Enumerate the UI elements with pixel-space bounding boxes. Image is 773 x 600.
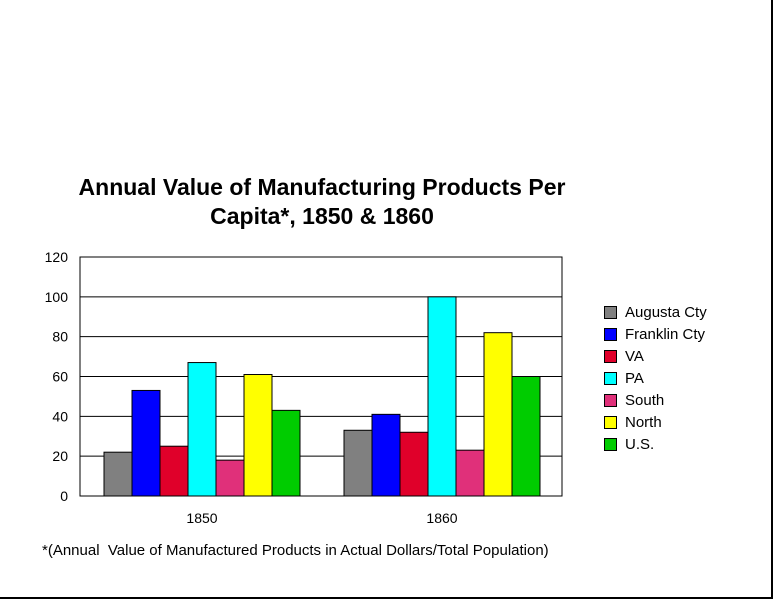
bar: [343, 429, 373, 497]
bar: [371, 413, 401, 497]
legend-swatch: [604, 327, 617, 341]
y-tick-label: 120: [45, 249, 69, 265]
legend-item: U.S.: [604, 433, 707, 455]
legend-swatch: [604, 393, 617, 407]
bar: [483, 332, 513, 497]
legend-item: Franklin Cty: [604, 323, 707, 345]
bar: [159, 445, 189, 497]
bar: [215, 459, 245, 497]
legend-swatch: [604, 371, 617, 385]
legend-label: VA: [625, 347, 644, 365]
legend-swatch: [604, 305, 617, 319]
legend-item: North: [604, 411, 707, 433]
bar: [271, 409, 301, 497]
legend-item: South: [604, 389, 707, 411]
legend-label: North: [625, 413, 662, 431]
bar: [187, 362, 217, 497]
bar: [399, 431, 429, 497]
chart-title-line-1: Annual Value of Manufacturing Products P…: [78, 174, 566, 200]
legend-label: Franklin Cty: [625, 325, 706, 343]
bar: [243, 374, 273, 497]
legend-label: PA: [625, 369, 644, 387]
y-tick-label: 20: [52, 448, 68, 464]
y-tick-label: 80: [52, 329, 68, 345]
plot-area: [79, 256, 563, 497]
y-tick-label: 60: [52, 369, 68, 385]
legend-label: South: [625, 391, 665, 409]
y-tick-label: 0: [60, 488, 68, 504]
chart-title-line-2: Capita*, 1850 & 1860: [210, 203, 434, 229]
x-tick-label: 1860: [426, 510, 457, 526]
legend-swatch: [604, 437, 617, 451]
legend-swatch: [604, 415, 617, 429]
legend-label: Augusta Cty: [625, 303, 707, 321]
legend: Augusta Cty Franklin Cty VA PA South North U.S…: [604, 301, 707, 455]
bar: [131, 389, 161, 497]
y-tick-label: 100: [45, 289, 69, 305]
footnote: *(Annual Value of Manufactured Products …: [42, 542, 549, 559]
bar: [427, 296, 457, 497]
chart-title: Annual Value of Manufacturing Products P…: [22, 173, 622, 231]
bar: [455, 449, 485, 497]
x-tick-label: 1850: [186, 510, 217, 526]
y-tick-label: 40: [52, 408, 68, 424]
legend-label: U.S.: [625, 435, 655, 453]
legend-item: VA: [604, 345, 707, 367]
bar: [103, 451, 133, 497]
legend-item: PA: [604, 367, 707, 389]
legend-swatch: [604, 349, 617, 363]
bar: [511, 376, 541, 497]
legend-item: Augusta Cty: [604, 301, 707, 323]
